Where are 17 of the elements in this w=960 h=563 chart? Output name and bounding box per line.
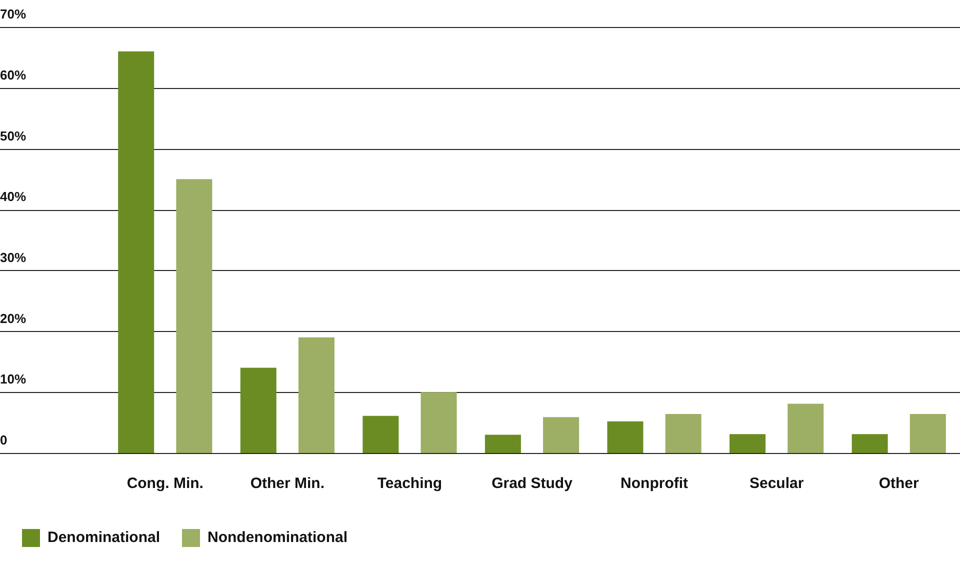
x-tick-label: Other Min. xyxy=(250,475,325,492)
x-tick-label: Other xyxy=(878,475,920,492)
y-tick-label: 70% xyxy=(0,6,26,22)
x-tick-label: Cong. Min. xyxy=(126,475,204,492)
x-tick-label: Teaching xyxy=(377,475,442,492)
y-tick-label: 0 xyxy=(0,432,8,448)
legend-label: Denominational xyxy=(48,529,160,546)
y-tick-label: 50% xyxy=(0,128,26,144)
legend-label: Nondenominational xyxy=(208,529,348,546)
y-tick-label: 40% xyxy=(0,189,26,204)
x-tick-label: Grad Study xyxy=(492,475,574,492)
y-tick-label: 30% xyxy=(0,250,26,266)
y-tick-label: 10% xyxy=(0,372,26,387)
y-tick-label: 60% xyxy=(0,67,26,82)
x-tick-label: Nonprofit xyxy=(620,475,688,492)
x-tick-label: Secular xyxy=(749,475,804,492)
y-tick-label: 20% xyxy=(0,310,26,326)
